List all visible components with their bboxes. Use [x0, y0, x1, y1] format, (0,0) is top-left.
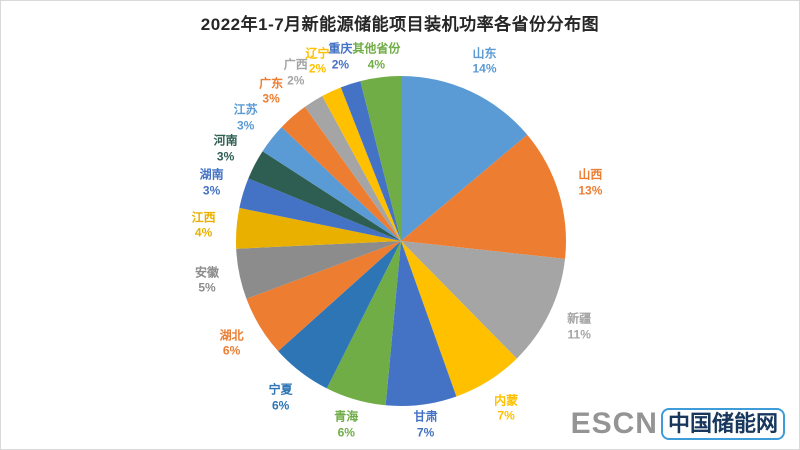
slice-label-10: 江西 4% [192, 210, 216, 241]
pie-slice-7 [278, 241, 401, 389]
slice-label-11: 湖南 3% [200, 168, 224, 199]
slice-label-7: 宁夏 6% [269, 383, 293, 414]
slice-label-name: 宁夏 [268, 382, 293, 397]
pie-slice-17 [340, 81, 401, 241]
slice-label-14: 广东 3% [259, 76, 283, 107]
slice-label-name: 广东 [259, 75, 284, 90]
pie-slice-14 [281, 106, 401, 241]
slice-label-percent: 3% [237, 118, 255, 133]
pie-slice-6 [326, 241, 401, 406]
slice-label-name: 山西 [578, 167, 603, 182]
pie-slice-15 [304, 96, 401, 242]
slice-label-15: 广西 2% [284, 58, 308, 89]
slice-label-percent: 2% [287, 73, 305, 88]
pie-slice-3 [401, 241, 566, 359]
slice-label-name: 安徽 [194, 265, 220, 280]
pie-slice-9 [236, 241, 401, 299]
slice-label-percent: 4% [367, 57, 386, 71]
slice-label-percent: 11% [567, 327, 591, 342]
slice-label-name: 江西 [191, 210, 216, 224]
slice-label-3: 新疆 11% [567, 312, 591, 343]
slice-label-16: 辽宁 2% [305, 46, 329, 77]
slice-label-percent: 6% [272, 398, 290, 413]
pie-slice-10 [236, 207, 401, 249]
slice-label-percent: 2% [308, 61, 327, 76]
slice-label-name: 山东 [472, 45, 497, 60]
slice-label-name: 辽宁 [305, 45, 330, 60]
slice-label-name: 其他省份 [352, 41, 401, 56]
pie-slice-4 [401, 241, 517, 397]
pie-slice-1 [401, 76, 528, 241]
slice-label-6: 青海 6% [334, 409, 358, 440]
slice-label-percent: 13% [578, 183, 603, 198]
slice-label-name: 江苏 [233, 102, 258, 117]
slice-label-percent: 4% [194, 225, 213, 240]
slice-label-name: 广西 [283, 57, 308, 72]
pie-slice-11 [239, 178, 401, 241]
slice-label-name: 青海 [334, 409, 359, 424]
slice-label-18: 其他省份 4% [352, 41, 400, 72]
slice-label-percent: 3% [202, 183, 221, 198]
pie-slice-8 [246, 241, 401, 352]
slice-label-percent: 3% [216, 149, 235, 164]
slice-label-1: 山东 14% [472, 46, 496, 77]
slice-label-percent: 6% [222, 343, 241, 358]
slice-label-5: 甘肃 7% [414, 409, 438, 440]
slice-label-percent: 2% [331, 57, 350, 71]
slice-label-percent: 14% [472, 61, 497, 76]
escn-logo-text: ESCN [570, 407, 658, 440]
pie-slice-13 [262, 127, 401, 241]
pie-slice-16 [322, 87, 401, 241]
slice-label-name: 河南 [213, 133, 238, 148]
slice-label-name: 内蒙 [494, 393, 519, 408]
pie-slice-18 [360, 76, 401, 241]
escn-watermark: ESCN 中国储能网 [571, 407, 785, 441]
slice-label-percent: 3% [262, 91, 280, 106]
chart-title: 2022年1-7月新能源储能项目装机功率各省份分布图 [200, 15, 600, 34]
slice-label-4: 内蒙 7% [494, 393, 518, 424]
slice-label-percent: 7% [416, 425, 435, 439]
slice-label-percent: 5% [198, 280, 216, 295]
slice-label-8: 湖北 6% [220, 328, 244, 359]
slice-label-name: 湖北 [219, 327, 244, 342]
slice-label-percent: 6% [337, 425, 355, 439]
pie-slice-5 [385, 241, 457, 406]
slice-label-12: 河南 3% [214, 134, 238, 165]
slice-label-name: 新疆 [567, 311, 592, 326]
slice-label-2: 山西 13% [578, 168, 602, 199]
slice-label-name: 甘肃 [413, 409, 438, 424]
slice-label-9: 安徽 5% [195, 265, 219, 296]
slice-label-name: 湖南 [199, 167, 224, 182]
pie-slice-12 [248, 151, 401, 241]
slice-label-17: 重庆 2% [328, 41, 352, 72]
slice-label-percent: 7% [497, 408, 515, 423]
slice-label-name: 重庆 [328, 41, 353, 56]
pie-slice-2 [401, 134, 566, 259]
escn-logo-cn-text: 中国储能网 [660, 407, 785, 441]
slice-label-13: 江苏 3% [234, 103, 258, 134]
